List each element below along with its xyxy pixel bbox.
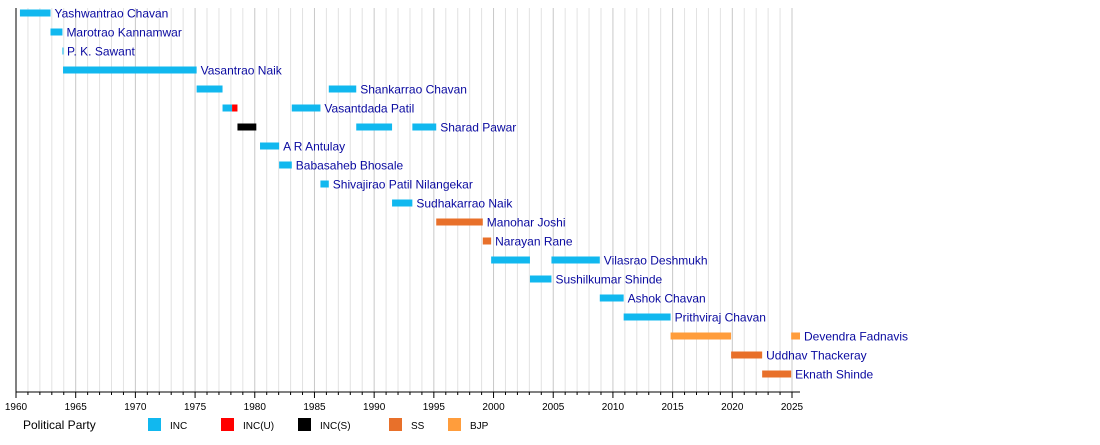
row-label: Sudhakarrao Naik bbox=[416, 197, 513, 211]
legend-swatch bbox=[148, 418, 161, 431]
term-bar bbox=[19, 9, 51, 17]
tick-label: 1985 bbox=[303, 402, 326, 413]
term-bar bbox=[328, 85, 357, 93]
row-label: Shivajirao Patil Nilangekar bbox=[333, 178, 473, 192]
row-label: Vasantrao Naik bbox=[201, 64, 283, 78]
row-label: Marotrao Kannamwar bbox=[66, 26, 181, 40]
tick-label: 1960 bbox=[5, 402, 28, 413]
term-bar bbox=[491, 256, 530, 264]
term-bar bbox=[196, 85, 223, 93]
term-bar bbox=[551, 256, 600, 264]
x-axis: 1960 1965 1970 1975 1980 1985 1990 1995 2000 2005… bbox=[5, 8, 804, 413]
legend-label: BJP bbox=[470, 421, 489, 432]
term-bar bbox=[222, 104, 233, 112]
row-label: Ashok Chavan bbox=[628, 292, 706, 306]
row-label: Sharad Pawar bbox=[440, 121, 516, 135]
legend-label: INC(U) bbox=[243, 421, 274, 432]
row-label: Yashwantrao Chavan bbox=[55, 7, 169, 21]
term-bar bbox=[291, 104, 321, 112]
legend-swatch bbox=[221, 418, 234, 431]
row-label: Shankarrao Chavan bbox=[360, 83, 467, 97]
term-bar bbox=[731, 351, 763, 359]
tick-label: 1975 bbox=[184, 402, 207, 413]
term-bar bbox=[356, 123, 393, 131]
row-label: Vasantdada Patil bbox=[324, 102, 414, 116]
tick-label: 1965 bbox=[65, 402, 88, 413]
term-bar bbox=[623, 313, 671, 321]
row-label: Devendra Fadnavis bbox=[804, 330, 908, 344]
row-label: Manohar Joshi bbox=[487, 216, 566, 230]
term-bar bbox=[320, 180, 329, 188]
legend: Political Party INC INC(U) INC(S) SS BJP bbox=[23, 418, 489, 432]
term-bar bbox=[279, 161, 292, 169]
row-label: P. K. Sawant bbox=[67, 45, 135, 59]
legend-swatch bbox=[389, 418, 402, 431]
term-bar bbox=[62, 47, 64, 55]
bars: Yashwantrao Chavan Marotrao Kannamwar P. K… bbox=[19, 7, 908, 382]
term-bar bbox=[599, 294, 624, 302]
row-label: Vilasrao Deshmukh bbox=[604, 254, 708, 268]
tick-label: 2025 bbox=[781, 402, 804, 413]
tick-label: 2010 bbox=[602, 402, 625, 413]
tick-label: 1990 bbox=[363, 402, 386, 413]
term-bar bbox=[412, 123, 437, 131]
term-bar bbox=[529, 275, 552, 283]
legend-title: Political Party bbox=[23, 418, 96, 432]
row-label: Sushilkumar Shinde bbox=[555, 273, 662, 287]
term-bar bbox=[260, 142, 280, 150]
legend-swatch bbox=[298, 418, 311, 431]
term-bar bbox=[392, 199, 413, 207]
row-label: Prithviraj Chavan bbox=[675, 311, 766, 325]
legend-label: INC(S) bbox=[320, 421, 351, 432]
tick-label: 2000 bbox=[482, 402, 505, 413]
tick-label: 2015 bbox=[661, 402, 684, 413]
term-bar bbox=[237, 123, 257, 131]
term-bar bbox=[232, 104, 238, 112]
row-label: A R Antulay bbox=[283, 140, 345, 154]
tick-label: 1995 bbox=[423, 402, 446, 413]
term-bar bbox=[482, 237, 492, 245]
term-bar bbox=[762, 370, 792, 378]
row-label: Uddhav Thackeray bbox=[766, 349, 867, 363]
row-label: Eknath Shinde bbox=[795, 368, 873, 382]
row-label: Babasaheb Bhosale bbox=[296, 159, 404, 173]
term-bar bbox=[436, 218, 483, 226]
row-label: Narayan Rane bbox=[495, 235, 573, 249]
legend-label: INC bbox=[170, 421, 187, 432]
term-bar bbox=[670, 332, 732, 340]
legend-swatch bbox=[448, 418, 461, 431]
term-bar bbox=[50, 28, 63, 36]
tick-label: 1980 bbox=[244, 402, 267, 413]
term-bar bbox=[791, 332, 800, 340]
tick-label: 2020 bbox=[721, 402, 744, 413]
legend-label: SS bbox=[411, 421, 425, 432]
tick-label: 1970 bbox=[124, 402, 147, 413]
tick-label: 2005 bbox=[542, 402, 565, 413]
term-bar bbox=[63, 66, 197, 74]
